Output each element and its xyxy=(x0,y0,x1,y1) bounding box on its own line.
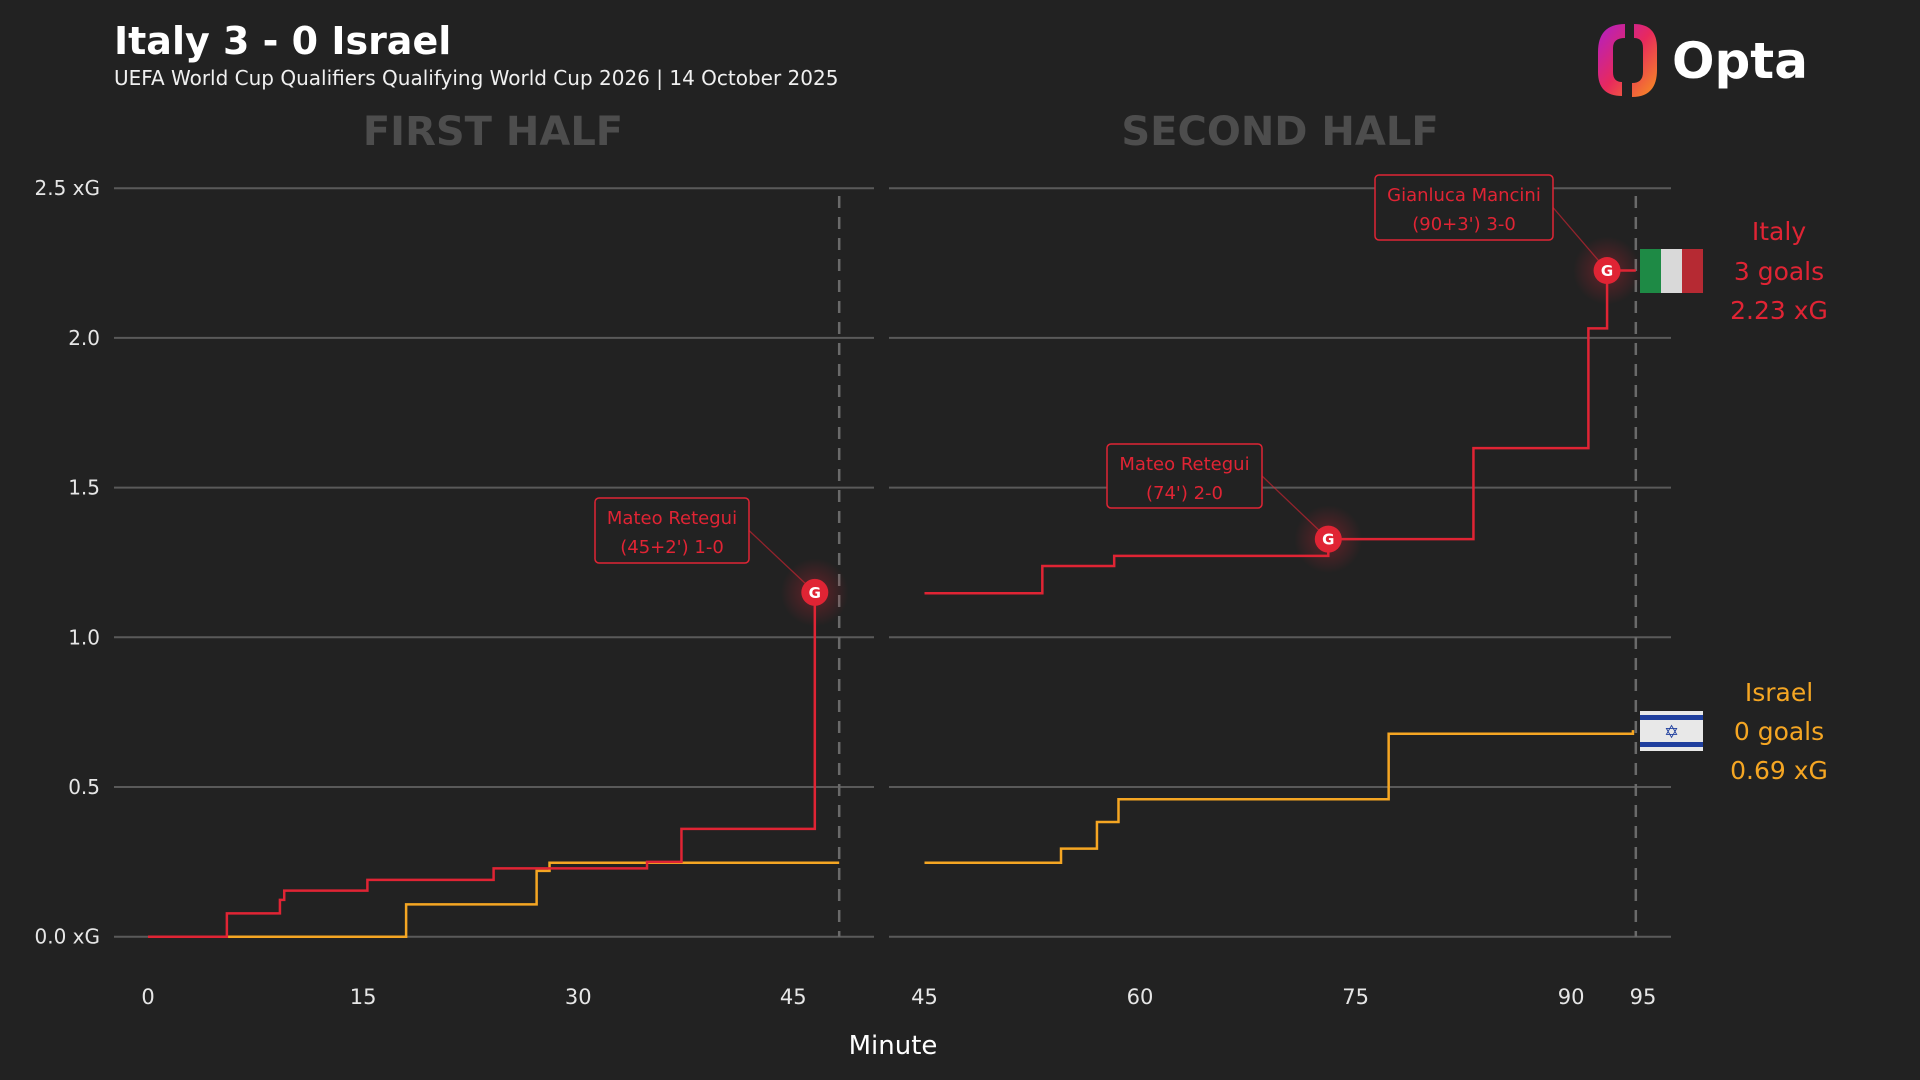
y-tick-label: 2.0 xyxy=(68,326,100,350)
x-tick-label: 75 xyxy=(1342,985,1369,1009)
x-tick-label: 30 xyxy=(565,985,592,1009)
x-tick-label: 15 xyxy=(350,985,377,1009)
goal-detail: (90+3') 3-0 xyxy=(1412,214,1516,235)
goal-marker-label: G xyxy=(1601,262,1613,280)
italy-flag-icon xyxy=(1640,249,1703,293)
y-tick-label: 2.5 xG xyxy=(35,176,101,200)
x-tick-label: 0 xyxy=(141,985,154,1009)
x-tick-label: 60 xyxy=(1127,985,1154,1009)
goal-marker xyxy=(801,578,829,606)
goal-scorer: Mateo Retegui xyxy=(607,508,737,529)
svg-text:✡: ✡ xyxy=(1664,722,1679,743)
panel-title: SECOND HALF xyxy=(1121,109,1438,155)
annotation-connector xyxy=(1552,207,1608,271)
goal-annotation: Gianluca Mancini (90+3') 3-0 G xyxy=(1374,174,1642,305)
annotation-box xyxy=(1106,443,1263,509)
end-label-goals-text: 3 goals xyxy=(1734,257,1824,286)
chart-title: Italy 3 - 0 Israel xyxy=(114,19,451,63)
annotation-box xyxy=(594,497,750,564)
opta-logo-text: Opta xyxy=(1672,32,1808,90)
goal-scorer: Mateo Retegui xyxy=(1119,454,1249,475)
end-label-xg-text: 2.23 xG xyxy=(1730,296,1828,325)
goal-scorer: Gianluca Mancini xyxy=(1387,185,1541,206)
end-label-name: Italy xyxy=(1752,217,1806,246)
opta-logo-icon xyxy=(1598,24,1657,97)
goal-detail: (74') 2-0 xyxy=(1146,483,1223,504)
y-tick-label: 1.0 xyxy=(68,625,100,649)
goal-marker xyxy=(1593,257,1621,285)
xg-line-israel-half-1 xyxy=(148,861,840,938)
end-label-name: Israel xyxy=(1745,678,1813,707)
goal-marker-label: G xyxy=(809,584,821,602)
x-tick-label: 45 xyxy=(911,985,938,1009)
end-label-israel: ✡ Israel 0 goals 0.69 xG xyxy=(1640,678,1828,785)
x-tick-label: 95 xyxy=(1630,985,1657,1009)
xg-line-italy-half-1 xyxy=(148,592,817,938)
annotation-connector xyxy=(748,530,816,593)
panel-second-half: SECOND HALF 45 60 75 90 95 xyxy=(889,109,1671,1009)
annotation-box xyxy=(1374,174,1554,241)
y-tick-label: 1.5 xyxy=(68,476,100,500)
goal-marker-label: G xyxy=(1322,531,1334,549)
end-label-goals-text: 0 goals xyxy=(1734,717,1824,746)
annotation-connector xyxy=(1261,475,1329,540)
chart-subtitle: UEFA World Cup Qualifiers Qualifying Wor… xyxy=(114,66,838,90)
panel-first-half: FIRST HALF 0 15 30 45 xyxy=(114,109,874,1009)
panel-title: FIRST HALF xyxy=(363,109,623,155)
x-tick-label: 45 xyxy=(780,985,807,1009)
goal-marker xyxy=(1314,525,1342,553)
y-tick-label: 0.0 xG xyxy=(35,925,101,949)
israel-flag-icon: ✡ xyxy=(1640,711,1703,751)
opta-logo: Opta xyxy=(1598,24,1808,97)
y-tick-label: 0.5 xyxy=(68,775,100,799)
x-tick-label: 90 xyxy=(1558,985,1585,1009)
xg-line-israel-half-2 xyxy=(924,730,1635,864)
x-axis-label: Minute xyxy=(849,1031,938,1061)
goal-annotation: Mateo Retegui (74') 2-0 G xyxy=(1106,443,1363,574)
xg-line-italy-half-2 xyxy=(924,269,1636,595)
goal-annotation: Mateo Retegui (45+2') 1-0 G xyxy=(594,497,849,627)
end-label-xg-text: 0.69 xG xyxy=(1730,756,1828,785)
end-label-italy: Italy 3 goals 2.23 xG xyxy=(1640,217,1828,325)
goal-detail: (45+2') 1-0 xyxy=(620,537,724,558)
